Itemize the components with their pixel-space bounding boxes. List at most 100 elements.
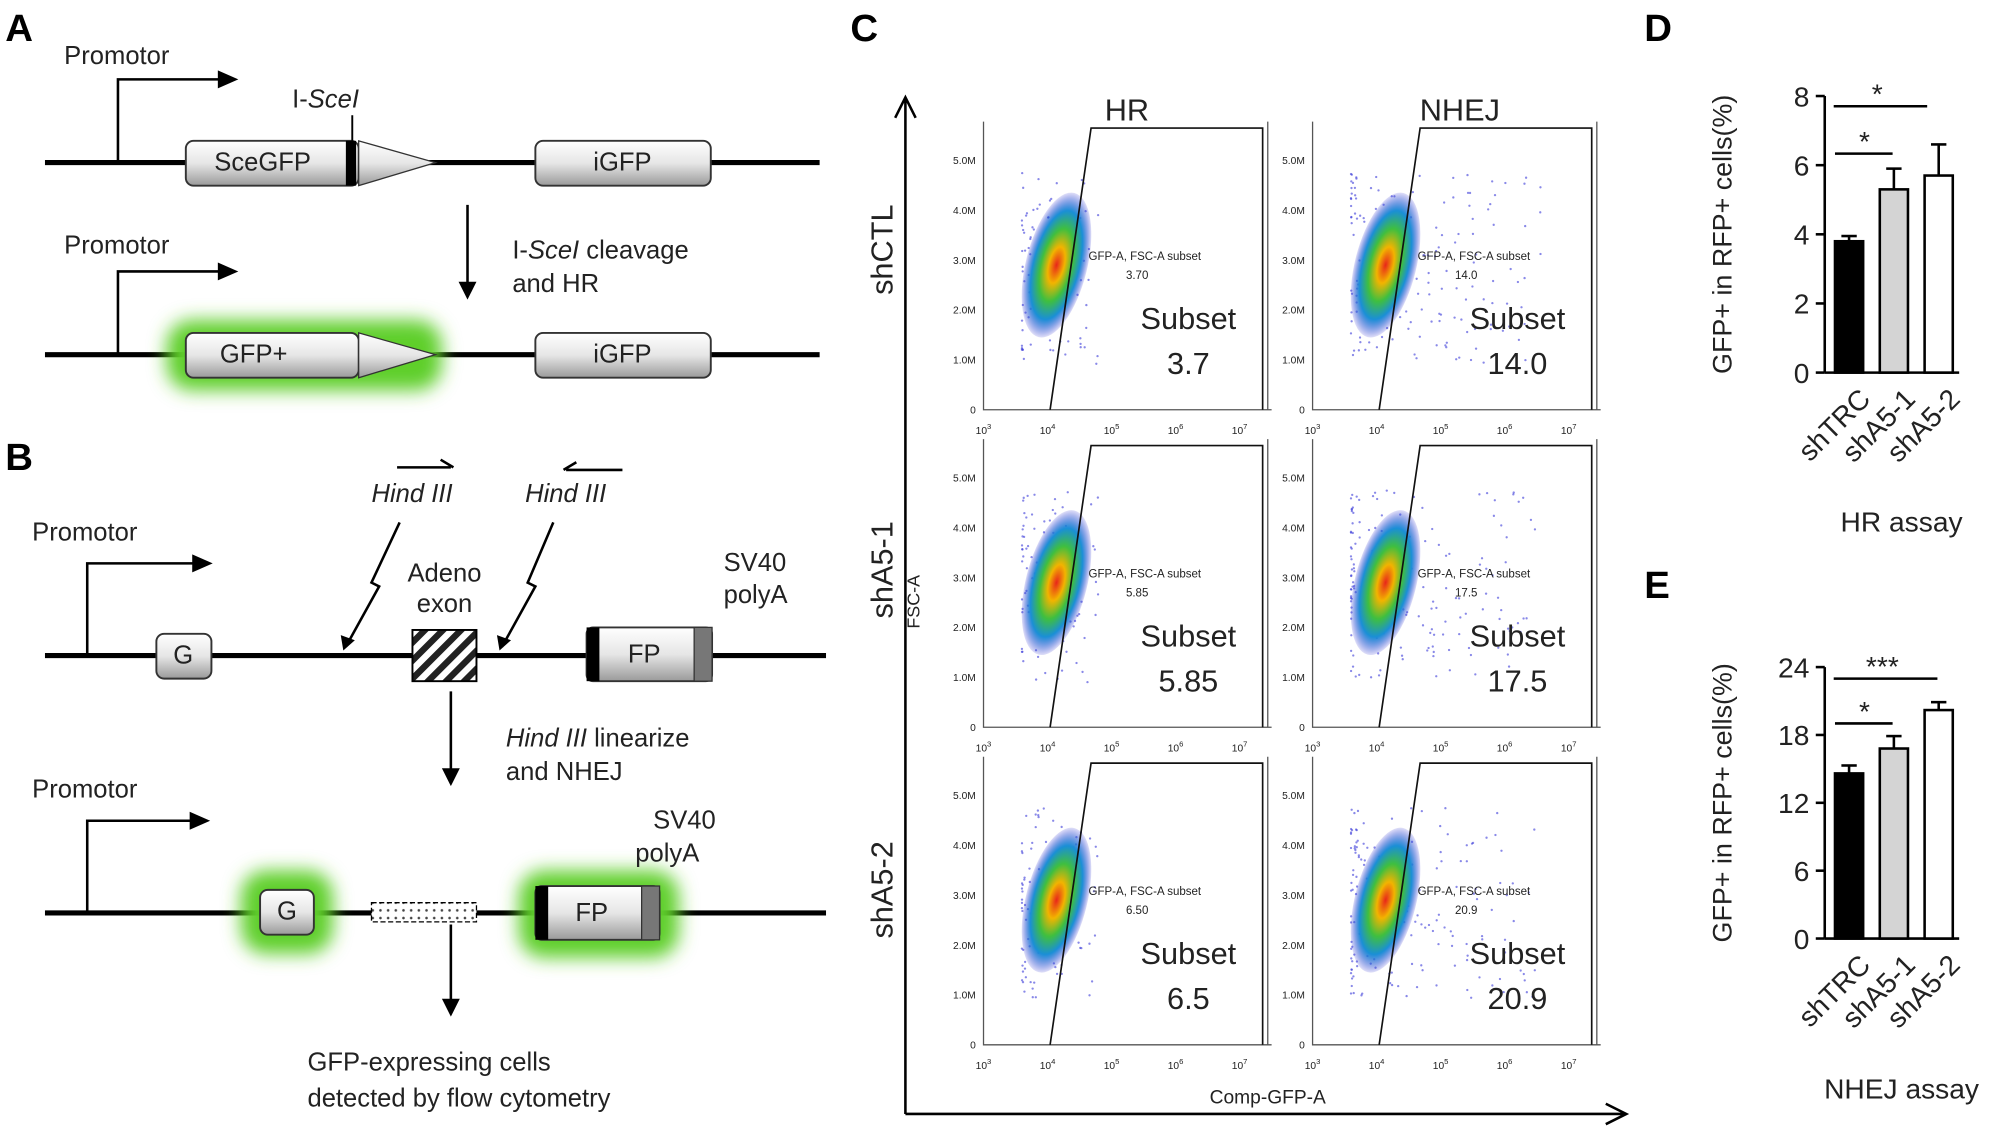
site-bar — [586, 627, 600, 682]
event-dot — [1354, 542, 1357, 545]
panel-letter: E — [1644, 564, 1670, 607]
x-tick-label: 104 — [1040, 1057, 1056, 1072]
event-dot — [1440, 287, 1443, 290]
event-dot — [1371, 494, 1375, 498]
event-dot — [1075, 661, 1078, 665]
event-dot — [1050, 197, 1053, 201]
event-dot — [1421, 506, 1424, 510]
column-header: HR — [1105, 92, 1149, 127]
event-dot — [1350, 984, 1353, 988]
event-dot — [1353, 845, 1356, 848]
event-dot — [1496, 596, 1500, 599]
event-dot — [1466, 173, 1469, 177]
event-dot — [1350, 881, 1353, 885]
event-dot — [1358, 521, 1361, 524]
event-dot — [1352, 511, 1355, 515]
event-dot — [1052, 349, 1055, 352]
event-dot — [1435, 984, 1438, 987]
tick-base: 10 — [1369, 1061, 1381, 1072]
tick-base: 10 — [1232, 744, 1244, 755]
tick-exponent: 7 — [1243, 739, 1247, 748]
panel-letter: B — [5, 436, 33, 479]
event-dot — [1410, 807, 1413, 810]
event-dot — [1349, 992, 1353, 995]
x-tick-label: 105 — [1433, 739, 1449, 754]
event-dot — [1020, 224, 1024, 227]
y-tick-label: 12 — [1778, 788, 1809, 819]
event-dot — [1357, 855, 1361, 859]
event-dot — [1493, 499, 1496, 502]
tick-exponent: 4 — [1380, 422, 1385, 431]
event-dot — [1350, 547, 1353, 550]
event-dot — [1397, 985, 1400, 988]
event-dot — [1498, 617, 1501, 621]
arrowhead — [340, 635, 355, 651]
event-dot — [1472, 892, 1476, 895]
x-tick-label: 104 — [1369, 739, 1385, 754]
event-dot — [1541, 997, 1545, 1000]
event-dot — [1445, 346, 1448, 349]
event-dot — [1539, 252, 1542, 256]
event-dot — [1390, 983, 1394, 987]
event-dot — [1064, 353, 1067, 356]
subset-label: Subset — [1141, 301, 1237, 336]
tick-exponent: 7 — [1243, 422, 1247, 431]
event-dot — [1517, 338, 1521, 342]
event-dot — [1450, 944, 1454, 948]
tick-exponent: 3 — [987, 739, 991, 748]
event-dot — [1420, 923, 1423, 926]
tick-exponent: 3 — [1316, 739, 1320, 748]
density-cloud — [1021, 827, 1092, 973]
y-axis-label: GFP+ in RFP+ cells(%) — [1707, 663, 1737, 942]
event-dot — [1414, 920, 1417, 923]
event-dot — [1457, 232, 1460, 236]
event-dot — [1489, 203, 1492, 206]
event-dot — [1373, 491, 1377, 494]
event-dot — [1447, 648, 1451, 652]
event-dot — [1464, 612, 1467, 615]
event-dot — [1350, 968, 1353, 971]
subset-value: 3.7 — [1167, 346, 1210, 381]
event-dot — [1519, 969, 1522, 972]
panel-letter: C — [850, 7, 878, 50]
event-dot — [1491, 279, 1495, 283]
event-dot — [1351, 960, 1354, 963]
event-dot — [1502, 990, 1505, 994]
event-dot — [1355, 841, 1358, 844]
event-dot — [1453, 964, 1457, 967]
event-dot — [1539, 211, 1542, 214]
event-dot — [1351, 585, 1354, 588]
event-dot — [1353, 186, 1357, 190]
x-tick-label: 107 — [1232, 1057, 1248, 1072]
event-dot — [1022, 496, 1025, 499]
event-dot — [1522, 617, 1525, 620]
event-dot — [1037, 813, 1040, 817]
event-dot — [1485, 567, 1488, 570]
event-dot — [1355, 217, 1359, 220]
event-dot — [1366, 846, 1369, 849]
event-dot — [1023, 249, 1027, 252]
tick-exponent: 6 — [1179, 1057, 1183, 1066]
event-dot — [1080, 946, 1083, 950]
event-dot — [1522, 972, 1525, 976]
event-dot — [1531, 995, 1534, 998]
tick-exponent: 5 — [1115, 422, 1119, 431]
event-dot — [1021, 172, 1024, 175]
event-dot — [1349, 172, 1353, 176]
event-dot — [1430, 607, 1433, 610]
event-dot — [1389, 982, 1392, 985]
arrowhead — [217, 70, 239, 89]
cut-arrow — [500, 521, 555, 648]
event-dot — [1497, 646, 1500, 649]
event-dot — [1021, 548, 1024, 551]
event-dot — [1431, 929, 1435, 933]
x-tick-label: 106 — [1497, 422, 1513, 437]
event-dot — [1523, 276, 1526, 280]
event-dot — [1088, 942, 1091, 945]
tick-exponent: 3 — [1316, 422, 1320, 431]
event-dot — [1363, 859, 1366, 862]
event-dot — [1096, 213, 1100, 217]
event-dot — [1426, 254, 1430, 257]
